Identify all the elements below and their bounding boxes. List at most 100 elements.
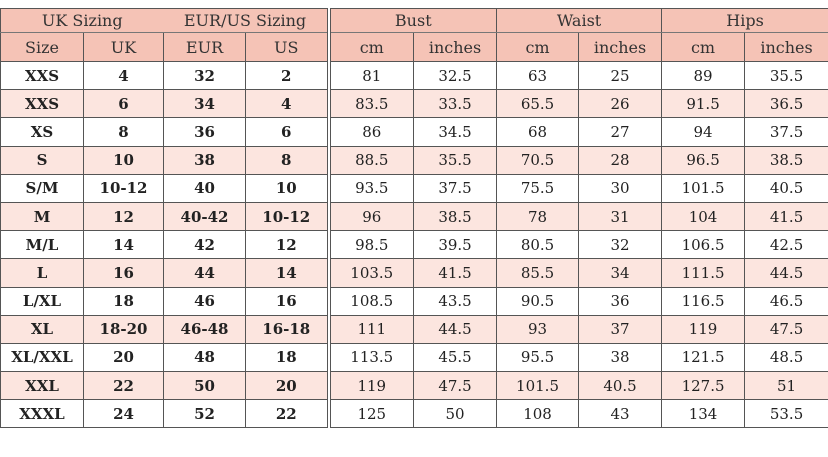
- table-cell: 108.5: [326, 286, 415, 316]
- table-cell: 44.5: [413, 314, 498, 344]
- table-cell: 39.5: [413, 230, 498, 260]
- table-cell: 12: [245, 230, 330, 260]
- table-row: XS 8 36 6 86 34.5 68 27 94 37.5: [0, 117, 828, 147]
- table-row: XXL 22 50 20 119 47.5 101.5 40.5 127.5 51: [0, 371, 828, 401]
- table-cell: 47.5: [413, 371, 498, 401]
- table-cell: 41.5: [413, 258, 498, 288]
- table-cell: 40: [163, 173, 247, 203]
- table-cell: XXL: [0, 371, 84, 401]
- table-cell: 108: [496, 399, 580, 429]
- table-cell: 48.5: [744, 342, 828, 373]
- table-cell: 30: [578, 173, 663, 203]
- group-header-uk-sizing: UK Sizing: [0, 8, 164, 33]
- table-cell: 94: [661, 117, 746, 147]
- column-header-size: Size: [0, 32, 84, 62]
- column-header-cm: cm: [661, 32, 746, 62]
- table-cell: XL/XXL: [0, 342, 84, 373]
- table-cell: 32.5: [413, 60, 498, 91]
- table-cell: 32: [578, 230, 663, 260]
- table-cell: 93: [496, 314, 580, 344]
- table-cell: 85.5: [496, 258, 580, 288]
- table-cell: 46-48: [163, 314, 247, 344]
- table-row: S/M 10-12 40 10 93.5 37.5 75.5 30 101.5 40.5: [0, 173, 828, 203]
- table-cell: 34.5: [413, 117, 498, 147]
- group-header-bust: Bust: [326, 8, 498, 33]
- table-cell: 47.5: [744, 314, 828, 344]
- table-cell: 31: [578, 201, 663, 232]
- table-cell: S/M: [0, 173, 84, 203]
- table-cell: L: [0, 258, 84, 288]
- table-row: L 16 44 14 103.5 41.5 85.5 34 111.5 44.5: [0, 258, 828, 288]
- table-cell: 119: [326, 371, 415, 401]
- table-cell: 18-20: [82, 314, 165, 344]
- table-cell: 38: [578, 342, 663, 373]
- table-cell: 42.5: [744, 230, 828, 260]
- table-row: XL/XXL 20 48 18 113.5 45.5 95.5 38 121.5 48.5: [0, 342, 828, 373]
- table-cell: 95.5: [496, 342, 580, 373]
- table-cell: 34: [578, 258, 663, 288]
- table-cell: 28: [578, 145, 663, 175]
- table-row: XXS 6 34 4 83.5 33.5 65.5 26 91.5 36.5: [0, 89, 828, 119]
- table-cell: 88.5: [326, 145, 415, 175]
- table-cell: 26: [578, 89, 663, 119]
- table-cell: 52: [163, 399, 247, 429]
- column-header-inches: inches: [744, 32, 828, 62]
- table-cell: 36.5: [744, 89, 828, 119]
- table-cell: 32: [163, 60, 247, 91]
- table-cell: 35.5: [744, 60, 828, 91]
- table-cell: 119: [661, 314, 746, 344]
- table-cell: 16: [245, 286, 330, 316]
- table-cell: 20: [82, 342, 165, 373]
- table-cell: 35.5: [413, 145, 498, 175]
- table-cell: 16: [82, 258, 165, 288]
- table-cell: 10-12: [245, 201, 330, 232]
- table-cell: 68: [496, 117, 580, 147]
- table-cell: 134: [661, 399, 746, 429]
- table-cell: 53.5: [744, 399, 828, 429]
- column-header-cm: cm: [326, 32, 415, 62]
- table-cell: 25: [578, 60, 663, 91]
- table-cell: 101.5: [661, 173, 746, 203]
- table-cell: 38.5: [744, 145, 828, 175]
- table-body: XXS 4 32 2 81 32.5 63 25 89 35.5 XXS 6 34 4 83.5 33.5 65…: [0, 60, 828, 429]
- table-cell: S: [0, 145, 84, 175]
- table-cell: 10: [82, 145, 165, 175]
- group-header-hips: Hips: [661, 8, 828, 33]
- table-cell: 20: [245, 371, 330, 401]
- table-cell: 46: [163, 286, 247, 316]
- table-cell: 38.5: [413, 201, 498, 232]
- table-cell: 2: [245, 60, 330, 91]
- table-cell: 10-12: [82, 173, 165, 203]
- table-cell: 18: [245, 342, 330, 373]
- table-cell: 36: [163, 117, 247, 147]
- table-cell: 63: [496, 60, 580, 91]
- table-cell: 22: [82, 371, 165, 401]
- column-header-inches: inches: [578, 32, 663, 62]
- table-cell: 111.5: [661, 258, 746, 288]
- table-cell: 96.5: [661, 145, 746, 175]
- table-cell: 40.5: [744, 173, 828, 203]
- table-cell: 43.5: [413, 286, 498, 316]
- table-cell: 4: [245, 89, 330, 119]
- table-cell: XXXL: [0, 399, 84, 429]
- table-cell: 33.5: [413, 89, 498, 119]
- table-cell: M: [0, 201, 84, 232]
- table-cell: 18: [82, 286, 165, 316]
- table-cell: 91.5: [661, 89, 746, 119]
- table-cell: 48: [163, 342, 247, 373]
- table-row: XXS 4 32 2 81 32.5 63 25 89 35.5: [0, 60, 828, 91]
- table-cell: 113.5: [326, 342, 415, 373]
- column-header-uk: UK: [82, 32, 165, 62]
- table-cell: 22: [245, 399, 330, 429]
- column-header-inches: inches: [413, 32, 498, 62]
- column-header-eur: EUR: [163, 32, 247, 62]
- table-cell: 111: [326, 314, 415, 344]
- table-cell: 36: [578, 286, 663, 316]
- table-cell: 70.5: [496, 145, 580, 175]
- table-cell: 37.5: [744, 117, 828, 147]
- table-cell: 40-42: [163, 201, 247, 232]
- table-cell: 40.5: [578, 371, 663, 401]
- table-cell: 34: [163, 89, 247, 119]
- table-row: L/XL 18 46 16 108.5 43.5 90.5 36 116.5 46.5: [0, 286, 828, 316]
- table-cell: 27: [578, 117, 663, 147]
